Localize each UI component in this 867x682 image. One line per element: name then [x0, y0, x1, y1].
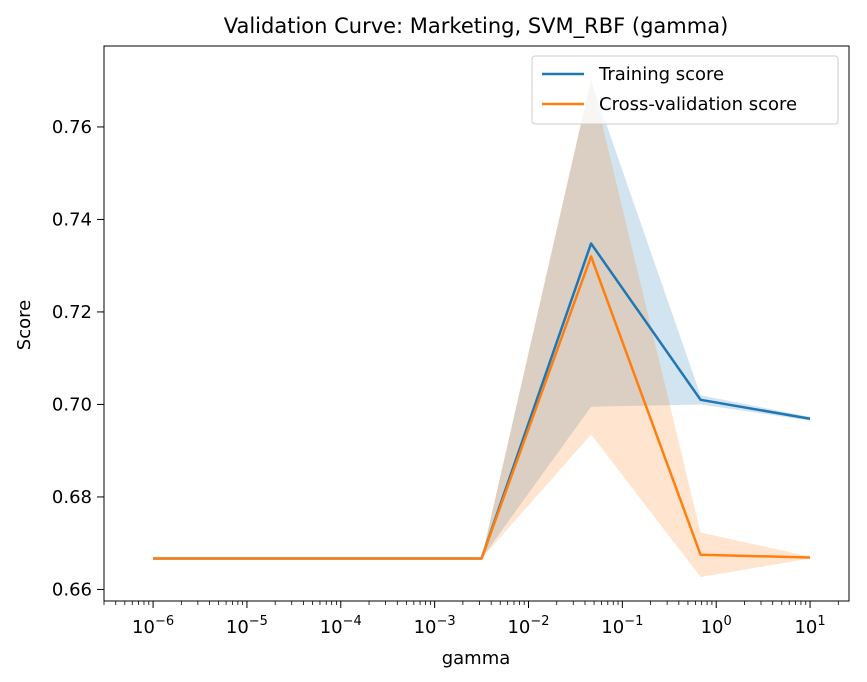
x-tick-label: 10−4: [320, 614, 362, 638]
y-tick-label: 0.66: [52, 579, 92, 600]
x-tick-label: 10−5: [226, 614, 268, 638]
x-tick-label: 101: [794, 614, 825, 638]
x-tick-label: 10−6: [132, 614, 174, 638]
x-axis: 10−6 10−5 10−4 10−3 10−2 10−1 100 101: [103, 601, 839, 638]
plot-area: [153, 78, 811, 577]
y-tick-label: 0.68: [52, 487, 92, 508]
x-tick-label: 10−2: [507, 614, 549, 638]
x-axis-label: gamma: [442, 648, 511, 669]
series-line-cross-validation: [153, 255, 811, 560]
y-tick-label: 0.70: [52, 394, 92, 415]
legend-box: [531, 55, 839, 125]
axes-frame: [103, 45, 850, 602]
x-tick-label: 10−3: [414, 614, 456, 638]
confidence-bands: [153, 78, 811, 577]
x-tick-label: 100: [701, 614, 732, 638]
band-cross-validation: [153, 78, 811, 577]
series-lines: [153, 242, 811, 560]
legend-label-training: Training score: [598, 64, 724, 85]
y-tick-label: 0.76: [52, 117, 92, 138]
y-tick-label: 0.74: [52, 209, 92, 230]
y-tick-label: 0.72: [52, 302, 92, 323]
y-axis-label: Score: [14, 300, 35, 350]
legend-label-cross-validation: Cross-validation score: [599, 94, 797, 115]
legend: Training score Cross-validation score: [531, 55, 839, 125]
chart-title: Validation Curve: Marketing, SVM_RBF (ga…: [224, 14, 729, 39]
x-tick-label: 10−1: [601, 614, 643, 638]
y-axis: 0.66 0.68 0.70 0.72 0.74 0.76: [52, 117, 104, 600]
